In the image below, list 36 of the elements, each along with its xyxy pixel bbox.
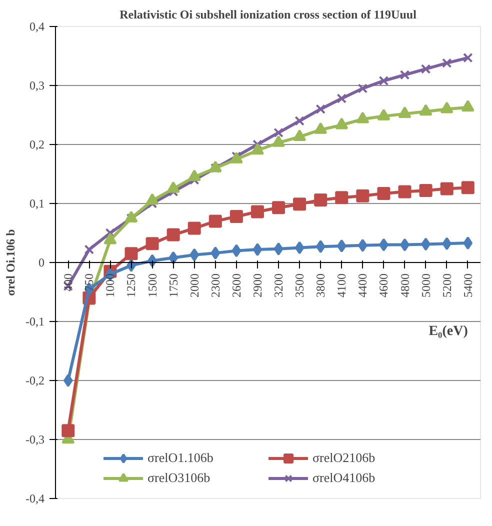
y-tick-label: 0,1 (30, 196, 44, 210)
y-axis-title: σrel Oi.106 b (4, 228, 18, 296)
x-tick-label: 5000 (418, 274, 433, 298)
y-tick-label: 0,4 (30, 20, 44, 34)
legend-label: σrelO4106b (312, 470, 376, 486)
x-tick-label: 2300 (208, 274, 222, 298)
x-tick-label: 1500 (145, 274, 160, 298)
x-tick-label: 400 (61, 274, 76, 292)
x-tick-label: 3800 (314, 274, 328, 298)
x-tick-label: 2000 (187, 274, 202, 298)
x-tick-label: 1250 (124, 274, 138, 298)
y-tick-label: -0,2 (26, 374, 45, 388)
y-tick-label: -0,1 (26, 314, 45, 328)
x-tick-label: 4400 (356, 274, 370, 298)
x-tick-label: 5200 (440, 274, 454, 298)
legend-label: σrelO3106b (148, 470, 212, 486)
y-tick-label: 0,2 (30, 138, 44, 152)
x-tick-label: 5400 (460, 274, 475, 298)
x-tick-label: 4800 (398, 274, 412, 298)
x-tick-label: 4100 (334, 274, 349, 298)
x-tick-label: 2600 (229, 274, 244, 298)
x-tick-label: 1000 (103, 274, 118, 298)
legend-label: σrelO2106b (312, 450, 376, 466)
x-tick-label: 4600 (376, 274, 391, 298)
x-tick-label: 1750 (166, 274, 180, 298)
x-tick-label: 3200 (272, 274, 286, 298)
y-tick-label: 0,3 (30, 78, 44, 92)
legend-label: σrelO1.106b (148, 450, 214, 466)
y-tick-label: -0,3 (26, 432, 45, 446)
x-axis-title: E₀(eV) (428, 324, 468, 340)
chart-title: Relativistic Oi subshell ionization cross section of 119Uuul (120, 8, 418, 22)
y-tick-label: 0 (38, 256, 44, 270)
y-tick-label: -0,4 (26, 492, 45, 506)
x-tick-label: 750 (82, 274, 96, 292)
x-tick-label: 3500 (292, 274, 307, 298)
x-tick-label: 2900 (250, 274, 264, 298)
